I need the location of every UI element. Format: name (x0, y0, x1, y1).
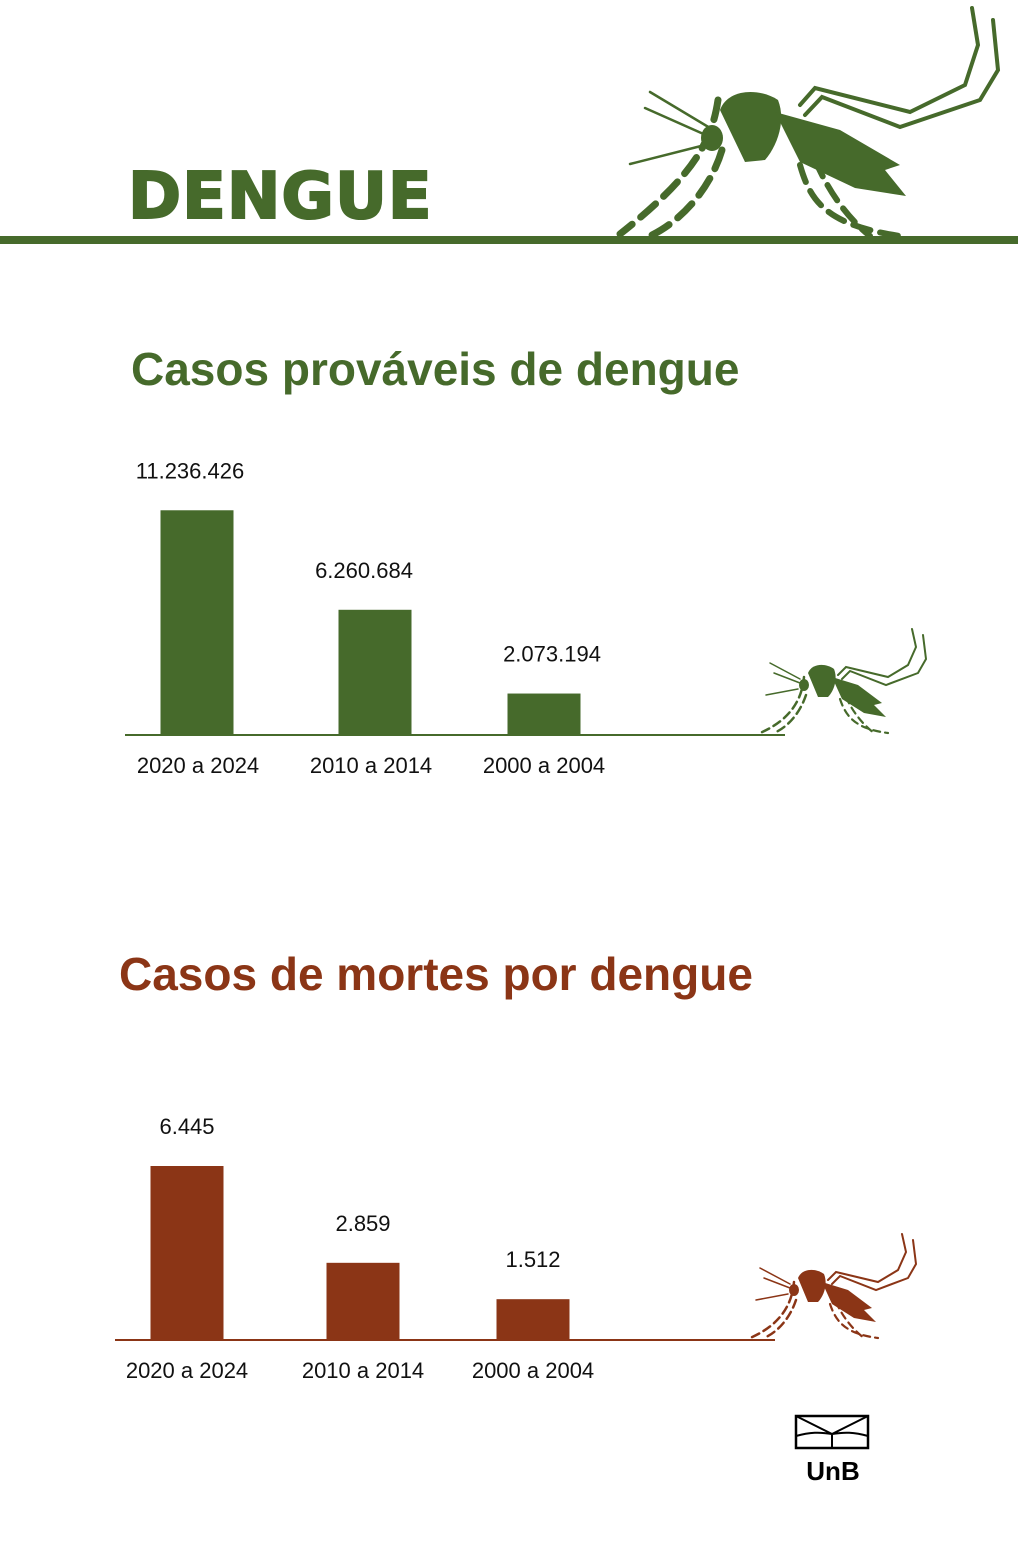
chart-title-deaths: Casos de mortes por dengue (119, 948, 753, 1000)
tick-label: 2000 a 2004 (483, 753, 605, 778)
page-title: DENGUE (127, 159, 433, 235)
bar (150, 1166, 224, 1340)
bar (507, 693, 581, 735)
tick-label: 2020 a 2024 (137, 753, 259, 778)
data-label: 11.236.426 (136, 458, 244, 483)
deaths-bar-chart: 6.445 2020 a 2024 2.859 2010 a 2014 1.512 200… (115, 1114, 918, 1383)
mosquito-icon (758, 628, 928, 735)
bar (160, 510, 234, 735)
bar (496, 1299, 570, 1340)
data-label: 2.073.194 (503, 642, 601, 667)
tick-label: 2020 a 2024 (126, 1358, 248, 1383)
cases-bar-chart: 11.236.426 2020 a 2024 6.260.684 2010 a 201… (125, 458, 928, 778)
data-label: 6.260.684 (315, 558, 413, 583)
bar (326, 1262, 400, 1340)
unb-logo-icon (794, 1414, 870, 1450)
mosquito-icon (748, 1233, 918, 1340)
tick-label: 2010 a 2014 (310, 753, 432, 778)
tick-label: 2010 a 2014 (302, 1358, 424, 1383)
chart-title-cases: Casos prováveis de dengue (131, 343, 740, 395)
header-divider (0, 236, 1018, 244)
tick-label: 2000 a 2004 (472, 1358, 594, 1383)
unb-logo-text: UnB (806, 1456, 860, 1486)
mosquito-icon (616, 6, 1001, 240)
data-label: 6.445 (159, 1114, 214, 1139)
data-label: 1.512 (505, 1247, 560, 1272)
data-label: 2.859 (335, 1211, 390, 1236)
bar (338, 609, 412, 735)
